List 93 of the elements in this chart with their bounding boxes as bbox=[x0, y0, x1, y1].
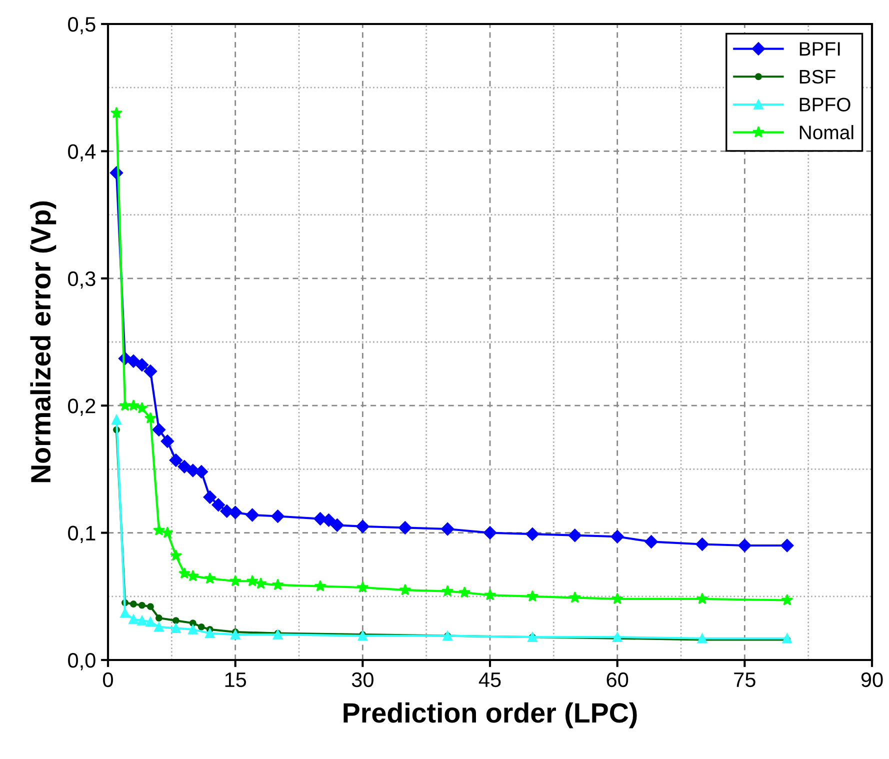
point bbox=[144, 412, 156, 424]
point bbox=[178, 460, 191, 474]
point bbox=[356, 581, 369, 593]
point bbox=[568, 528, 582, 542]
point bbox=[120, 608, 130, 618]
point bbox=[194, 465, 208, 478]
point bbox=[230, 630, 240, 640]
point bbox=[154, 622, 164, 632]
point bbox=[171, 623, 181, 634]
point bbox=[186, 570, 199, 582]
point bbox=[781, 594, 794, 606]
point bbox=[697, 634, 708, 644]
x-tick-label: 75 bbox=[734, 672, 756, 688]
x-tick-label: 45 bbox=[478, 672, 501, 688]
point bbox=[568, 591, 581, 603]
point bbox=[146, 603, 154, 610]
point bbox=[229, 574, 242, 586]
point bbox=[272, 630, 283, 640]
y-tick-label: 0,0 bbox=[68, 653, 96, 670]
legend-label: BPFI bbox=[800, 42, 840, 56]
legend-label: Nomal bbox=[800, 125, 854, 140]
point bbox=[170, 549, 182, 561]
point bbox=[135, 358, 149, 372]
legend-label: BPFO bbox=[800, 98, 850, 112]
point bbox=[228, 506, 242, 520]
y-axis-title: Normalized error (Vp) bbox=[30, 201, 56, 482]
point bbox=[483, 526, 497, 540]
point bbox=[246, 508, 259, 522]
legend-label: BSF bbox=[800, 70, 836, 84]
point bbox=[399, 584, 412, 596]
point bbox=[138, 602, 146, 609]
point bbox=[254, 577, 267, 589]
point bbox=[137, 616, 147, 626]
point bbox=[696, 592, 708, 604]
x-tick-label: 90 bbox=[861, 672, 883, 688]
point bbox=[169, 454, 182, 467]
point bbox=[110, 106, 122, 118]
point bbox=[152, 423, 166, 436]
point bbox=[484, 588, 496, 600]
point bbox=[356, 520, 370, 534]
point bbox=[146, 616, 156, 627]
point bbox=[205, 628, 215, 638]
y-tick-label: 0,2 bbox=[68, 398, 96, 416]
x-tick-label: 60 bbox=[606, 672, 628, 688]
point bbox=[128, 614, 138, 624]
point bbox=[204, 572, 216, 584]
point bbox=[458, 586, 471, 598]
point bbox=[127, 399, 140, 411]
y-tick-label: 0,4 bbox=[68, 144, 96, 162]
point bbox=[212, 498, 225, 512]
point bbox=[188, 624, 198, 634]
point bbox=[330, 518, 344, 532]
y-tick-label: 0,3 bbox=[68, 271, 96, 289]
point bbox=[161, 526, 174, 538]
point bbox=[611, 592, 624, 604]
point bbox=[398, 521, 412, 534]
point bbox=[160, 434, 174, 448]
point bbox=[782, 634, 792, 644]
point bbox=[172, 617, 180, 624]
point bbox=[526, 590, 538, 602]
point bbox=[612, 632, 622, 642]
point bbox=[610, 530, 624, 544]
point bbox=[130, 600, 137, 608]
point bbox=[738, 538, 752, 552]
point bbox=[246, 574, 258, 586]
x-tick-label: 15 bbox=[225, 672, 246, 688]
point bbox=[358, 630, 368, 641]
point bbox=[644, 535, 658, 548]
point bbox=[178, 567, 190, 579]
point bbox=[440, 522, 454, 536]
point bbox=[314, 580, 326, 592]
point bbox=[136, 402, 148, 414]
y-tick-label: 0,5 bbox=[68, 17, 96, 34]
point bbox=[126, 354, 140, 368]
point bbox=[696, 538, 709, 551]
x-tick-label: 0 bbox=[103, 672, 113, 688]
x-axis-title: Prediction order (LPC) bbox=[344, 702, 637, 728]
point bbox=[119, 399, 131, 411]
point bbox=[112, 414, 122, 424]
point bbox=[189, 620, 196, 627]
point bbox=[271, 510, 284, 523]
x-tick-label: 30 bbox=[352, 672, 374, 688]
point bbox=[144, 364, 158, 378]
point bbox=[780, 538, 794, 552]
point bbox=[152, 524, 165, 536]
point bbox=[442, 585, 454, 596]
point bbox=[203, 490, 216, 504]
y-tick-label: 0,1 bbox=[68, 526, 96, 544]
point bbox=[198, 623, 205, 630]
point bbox=[322, 513, 336, 527]
point bbox=[155, 614, 162, 622]
point bbox=[526, 527, 540, 541]
point bbox=[272, 578, 284, 590]
